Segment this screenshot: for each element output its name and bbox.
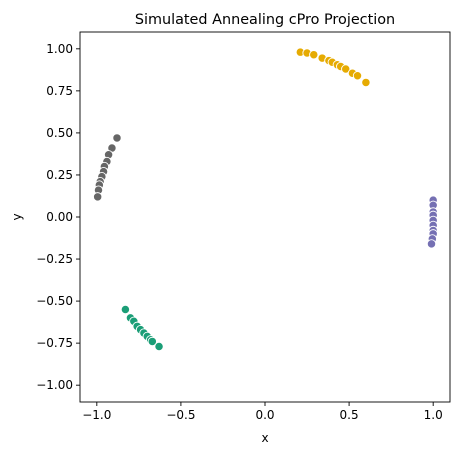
data-point [309, 50, 319, 60]
data-point [120, 304, 131, 315]
y-tick-label: −0.25 [36, 252, 73, 266]
data-point [341, 64, 351, 74]
y-tick-label: 0.50 [46, 126, 73, 140]
data-point [426, 239, 437, 249]
y-tick-label: −0.50 [36, 294, 73, 308]
x-axis-label: x [261, 431, 268, 445]
plot-area: −1.0 −0.5 0.0 0.5 1.0 1.00 0.75 0.50 0.25 0.00 −0.… [36, 31, 451, 422]
x-tick-label: −0.5 [166, 408, 195, 422]
chart-title: Simulated Annealing cPro Projection [135, 12, 395, 28]
data-point [154, 341, 164, 352]
y-tick-label: −1.00 [36, 378, 73, 392]
x-tick-label: −1.0 [82, 408, 111, 422]
x-tick-label: 0.0 [255, 408, 274, 422]
y-axis-label: y [10, 213, 24, 220]
y-tick-label: 1.00 [46, 42, 73, 56]
x-tick-label: 1.0 [424, 408, 443, 422]
data-point [361, 77, 371, 88]
data-point [147, 336, 157, 347]
series-1 [295, 47, 371, 88]
series-2 [93, 133, 122, 202]
data-point [112, 133, 122, 143]
data-point [93, 192, 103, 202]
y-tick-label: 0.25 [46, 168, 73, 182]
data-point [352, 71, 363, 81]
series-3 [426, 195, 438, 249]
y-tick-label: 0.75 [46, 84, 73, 98]
y-tick-label: −0.75 [36, 336, 73, 350]
x-tick-label: 0.5 [340, 408, 359, 422]
series-4 [120, 304, 164, 352]
y-tick-label: 0.00 [46, 210, 73, 224]
